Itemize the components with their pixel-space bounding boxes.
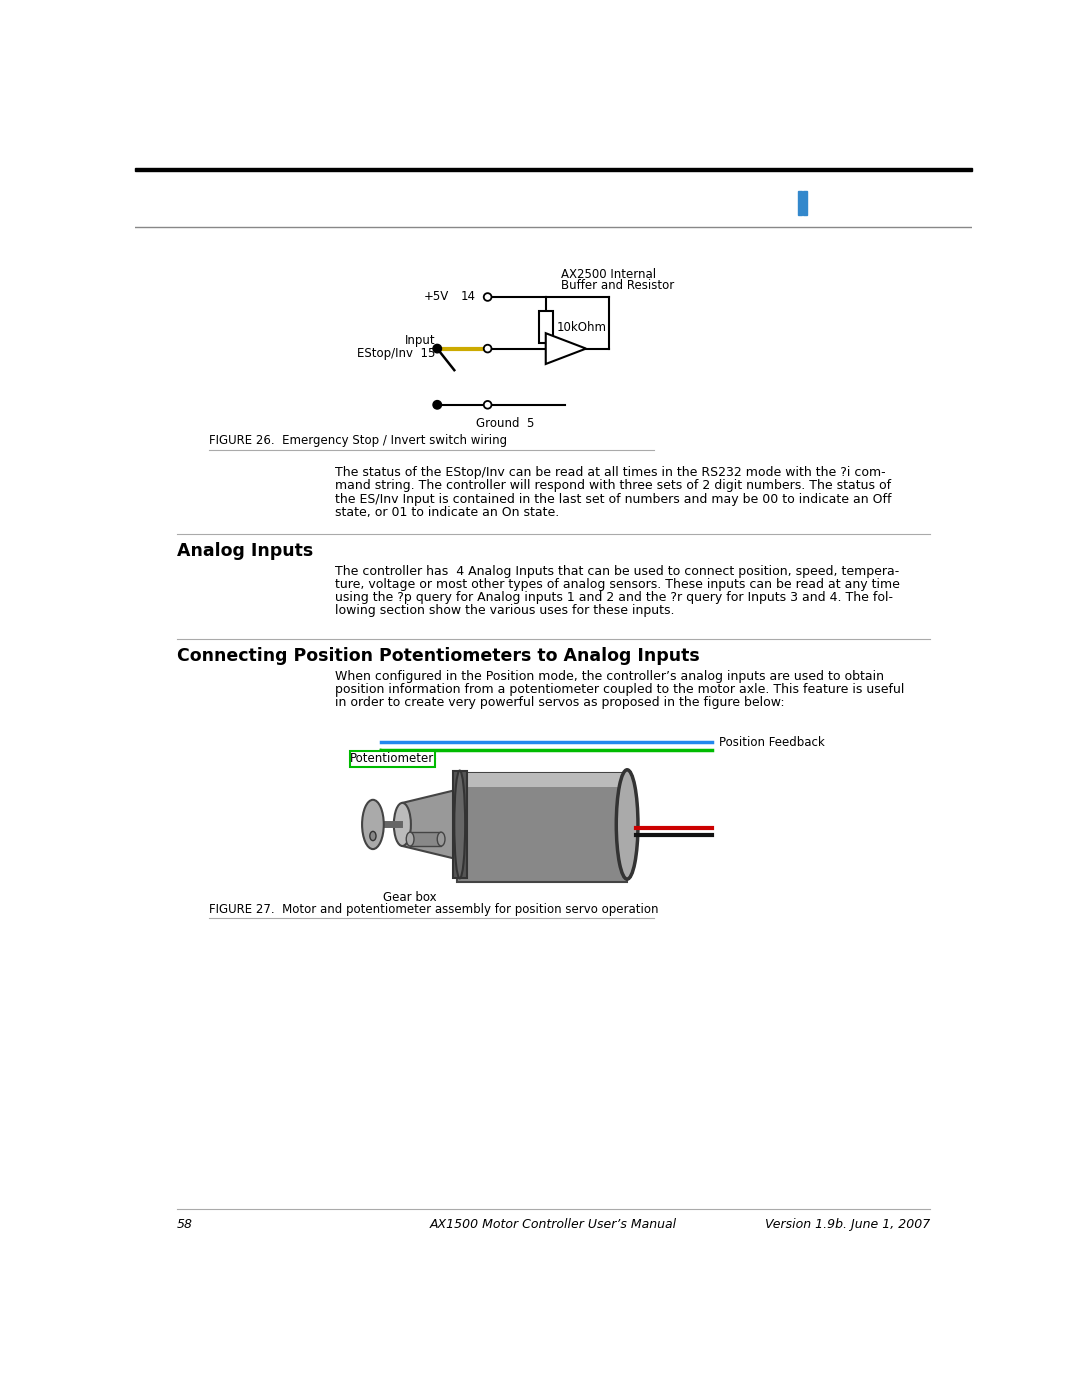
Ellipse shape [406, 833, 414, 847]
Text: RoboteQ: RoboteQ [810, 189, 950, 217]
Text: AX1500 Motor Controller User’s Manual: AX1500 Motor Controller User’s Manual [430, 1218, 677, 1231]
Bar [457, 773, 627, 882]
Ellipse shape [455, 771, 465, 879]
Text: lowing section show the various uses for these inputs.: lowing section show the various uses for… [335, 605, 674, 617]
Text: Connecting Position Potentiometers to Analog Inputs: Connecting Position Potentiometers to An… [177, 647, 700, 665]
Text: EStop/Inv  15: EStop/Inv 15 [357, 348, 435, 360]
Text: The status of the EStop/Inv can be read at all times in the RS232 mode with the : The status of the EStop/Inv can be read … [335, 467, 886, 479]
Text: AX2500 Internal: AX2500 Internal [562, 268, 657, 281]
Ellipse shape [617, 770, 638, 879]
Text: When configured in the Position mode, the controller’s analog inputs are used to: When configured in the Position mode, th… [335, 669, 883, 683]
Bar [410, 833, 441, 847]
Text: Buffer and Resistor: Buffer and Resistor [562, 279, 675, 292]
Circle shape [484, 345, 491, 352]
Circle shape [433, 401, 442, 409]
Circle shape [433, 344, 442, 353]
Text: Position Feedback: Position Feedback [718, 736, 824, 749]
Polygon shape [403, 789, 457, 859]
Text: FIGURE 27.  Motor and potentiometer assembly for position servo operation: FIGURE 27. Motor and potentiometer assem… [208, 902, 658, 915]
Bar [135, 168, 972, 172]
Bar [457, 773, 627, 787]
Text: 10kOhm: 10kOhm [556, 320, 607, 334]
Text: position information from a potentiometer coupled to the motor axle. This featur: position information from a potentiomete… [335, 683, 904, 696]
Ellipse shape [394, 803, 410, 847]
Text: Version 1.9b. June 1, 2007: Version 1.9b. June 1, 2007 [765, 1218, 930, 1231]
Ellipse shape [369, 831, 376, 841]
Bar [804, 191, 807, 215]
Polygon shape [545, 334, 586, 365]
Text: ture, voltage or most other types of analog sensors. These inputs can be read at: ture, voltage or most other types of ana… [335, 578, 900, 591]
Text: using the ?p query for Analog inputs 1 and 2 and the ?r query for Inputs 3 and 4: using the ?p query for Analog inputs 1 a… [335, 591, 893, 604]
Text: Gear box: Gear box [383, 891, 437, 904]
Text: state, or 01 to indicate an On state.: state, or 01 to indicate an On state. [335, 506, 559, 518]
Text: the ES/Inv Input is contained in the last set of numbers and may be 00 to indica: the ES/Inv Input is contained in the las… [335, 493, 891, 506]
Text: FIGURE 26.  Emergency Stop / Invert switch wiring: FIGURE 26. Emergency Stop / Invert switc… [208, 434, 507, 447]
Circle shape [484, 401, 491, 409]
Text: Input: Input [405, 334, 435, 348]
Text: Ground  5: Ground 5 [476, 418, 535, 430]
Text: Analog Inputs: Analog Inputs [177, 542, 313, 560]
Text: +5V: +5V [423, 291, 449, 303]
Text: Potentiometer: Potentiometer [350, 753, 434, 766]
Ellipse shape [362, 800, 383, 849]
Ellipse shape [437, 833, 445, 847]
Text: mand string. The controller will respond with three sets of 2 digit numbers. The: mand string. The controller will respond… [335, 479, 891, 493]
Bar [539, 312, 553, 344]
Text: Connecting Sensors and Actuators to Input/Outputs: Connecting Sensors and Actuators to Inpu… [235, 196, 643, 210]
Text: 14: 14 [461, 291, 476, 303]
Bar [453, 771, 467, 879]
Text: in order to create very powerful servos as proposed in the figure below:: in order to create very powerful servos … [335, 696, 784, 708]
Text: 58: 58 [177, 1218, 193, 1231]
Bar [350, 752, 435, 767]
Text: The controller has  4 Analog Inputs that can be used to connect position, speed,: The controller has 4 Analog Inputs that … [335, 564, 900, 578]
Bar [798, 191, 801, 215]
Bar [135, 172, 972, 226]
Circle shape [484, 293, 491, 300]
